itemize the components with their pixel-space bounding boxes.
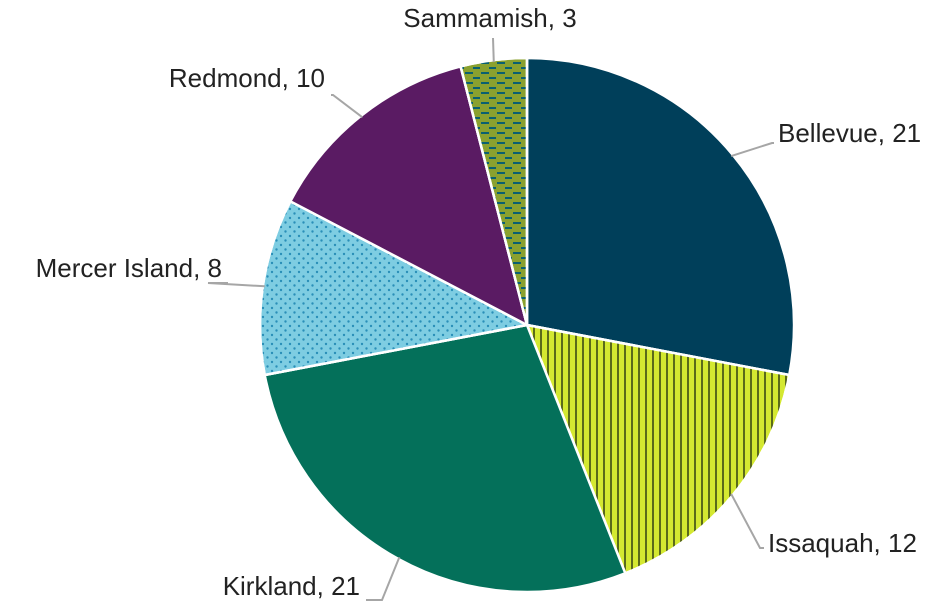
leader-line	[366, 556, 401, 601]
leader-line	[492, 37, 495, 63]
value-label: 3	[562, 3, 576, 33]
data-label: Mercer Island, 8	[36, 253, 222, 283]
leader-line	[207, 282, 265, 288]
category-label: Bellevue	[778, 118, 878, 148]
pie	[258, 56, 796, 594]
category-label: Mercer Island	[36, 253, 194, 283]
value-label: 21	[331, 571, 360, 601]
category-label: Kirkland	[223, 571, 317, 601]
value-label: 12	[888, 528, 917, 558]
data-label: Kirkland, 21	[223, 571, 360, 601]
value-label: 8	[208, 253, 222, 283]
data-label: Sammamish, 3	[403, 3, 576, 33]
data-label: Issaquah, 12	[768, 528, 917, 558]
value-label: 21	[892, 118, 921, 148]
category-label: Issaquah	[768, 528, 874, 558]
leader-line	[331, 94, 364, 119]
category-label: Sammamish	[403, 3, 547, 33]
leader-line	[730, 493, 764, 549]
category-label: Redmond	[169, 63, 282, 93]
value-label: 10	[296, 63, 325, 93]
slice	[525, 56, 796, 377]
leader-line	[730, 142, 774, 158]
data-label: Redmond, 10	[169, 63, 325, 93]
labels: Bellevue, 21 Issaquah, 12 Kirkland, 21 Merc…	[36, 3, 921, 601]
data-label: Bellevue, 21	[778, 118, 921, 148]
